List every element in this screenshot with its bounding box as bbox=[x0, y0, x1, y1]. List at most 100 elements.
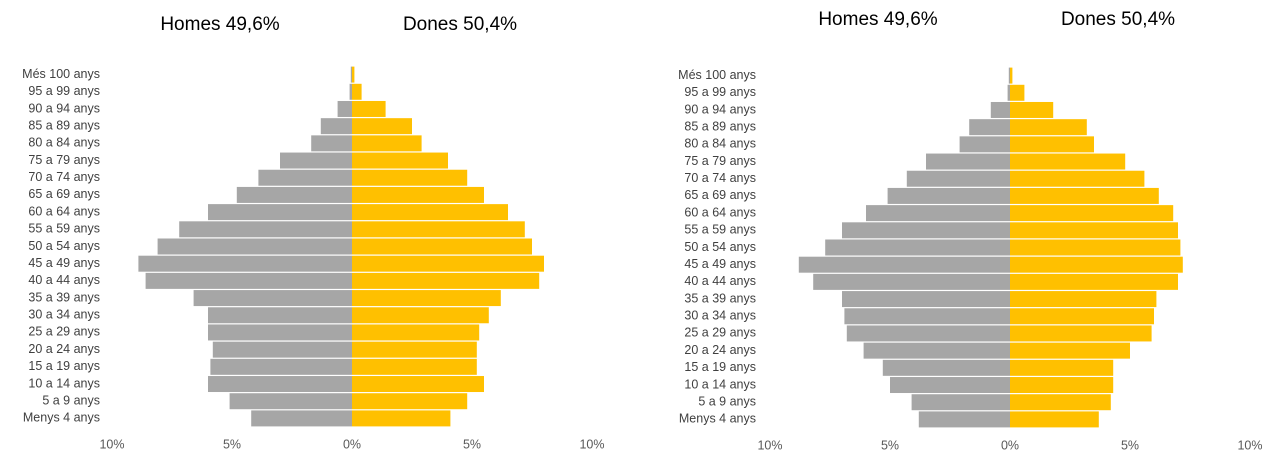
category-label: 60 a 64 anys bbox=[684, 205, 756, 219]
bar bbox=[1007, 84, 1010, 101]
category-label: 20 a 24 anys bbox=[684, 343, 756, 357]
bar bbox=[352, 307, 489, 324]
x-tick-label: 10% bbox=[757, 438, 782, 452]
category-label: 55 a 59 anys bbox=[28, 222, 100, 236]
bar bbox=[959, 136, 1010, 153]
bar bbox=[863, 342, 1010, 359]
series-header: Dones 50,4% bbox=[1061, 9, 1175, 30]
bar bbox=[1010, 205, 1174, 222]
bar bbox=[918, 411, 1010, 428]
category-label: 25 a 29 anys bbox=[28, 325, 100, 339]
bar bbox=[352, 118, 412, 135]
bar bbox=[280, 152, 352, 169]
bar bbox=[798, 256, 1010, 273]
bar bbox=[1010, 84, 1025, 101]
x-tick-label: 10% bbox=[1237, 438, 1262, 452]
bar bbox=[210, 358, 352, 375]
category-label: Menys 4 anys bbox=[679, 412, 756, 426]
bar bbox=[887, 187, 1010, 204]
bar bbox=[842, 291, 1010, 308]
bar bbox=[990, 101, 1010, 118]
bar bbox=[813, 273, 1010, 290]
series-header: Dones 50,4% bbox=[403, 14, 517, 35]
bar bbox=[193, 290, 352, 307]
category-label: 40 a 44 anys bbox=[28, 273, 100, 287]
x-tick-label: 10% bbox=[99, 437, 124, 451]
category-label: 45 a 49 anys bbox=[28, 256, 100, 270]
category-label: 70 a 74 anys bbox=[684, 171, 756, 185]
x-tick-label: 5% bbox=[223, 437, 241, 451]
category-label: 75 a 79 anys bbox=[684, 154, 756, 168]
bar bbox=[1010, 153, 1126, 170]
category-label: 10 a 14 anys bbox=[28, 376, 100, 390]
bar bbox=[337, 100, 352, 117]
bar bbox=[926, 153, 1010, 170]
bar bbox=[352, 204, 508, 221]
bar bbox=[208, 204, 352, 221]
series-header: Homes 49,6% bbox=[160, 14, 279, 35]
bar bbox=[352, 255, 544, 272]
bar bbox=[1010, 256, 1183, 273]
bar bbox=[1010, 273, 1178, 290]
x-tick-label: 5% bbox=[463, 437, 481, 451]
bar bbox=[1010, 308, 1154, 325]
bar bbox=[1010, 222, 1178, 239]
category-label: 5 a 9 anys bbox=[698, 395, 756, 409]
category-label: 30 a 34 anys bbox=[28, 308, 100, 322]
category-label: 35 a 39 anys bbox=[684, 291, 756, 305]
bar bbox=[1010, 239, 1181, 256]
bar bbox=[844, 308, 1010, 325]
category-label: 35 a 39 anys bbox=[28, 290, 100, 304]
category-label: 15 a 19 anys bbox=[28, 359, 100, 373]
category-label: 70 a 74 anys bbox=[28, 170, 100, 184]
bar bbox=[1008, 67, 1010, 84]
bar bbox=[911, 394, 1010, 411]
category-label: 60 a 64 anys bbox=[28, 204, 100, 218]
bar bbox=[890, 377, 1010, 394]
category-label: 30 a 34 anys bbox=[684, 309, 756, 323]
bar bbox=[352, 186, 484, 203]
bar bbox=[352, 66, 355, 83]
bar bbox=[179, 221, 352, 238]
bar bbox=[311, 135, 352, 152]
bar bbox=[229, 393, 352, 410]
bar bbox=[825, 239, 1010, 256]
category-label: 5 a 9 anys bbox=[42, 394, 100, 408]
bar bbox=[157, 238, 352, 255]
category-label: 90 a 94 anys bbox=[684, 102, 756, 116]
bar bbox=[208, 376, 352, 393]
bar bbox=[1010, 359, 1114, 376]
bar bbox=[352, 376, 484, 393]
bar bbox=[352, 272, 540, 289]
bar bbox=[882, 359, 1010, 376]
bar bbox=[906, 170, 1010, 187]
bar bbox=[352, 83, 362, 100]
bar bbox=[1010, 342, 1130, 359]
category-label: 75 a 79 anys bbox=[28, 153, 100, 167]
bar bbox=[1010, 101, 1054, 118]
category-label: Més 100 anys bbox=[678, 68, 756, 82]
bar bbox=[352, 135, 422, 152]
category-label: 80 a 84 anys bbox=[28, 136, 100, 150]
bar bbox=[866, 205, 1010, 222]
category-label: 90 a 94 anys bbox=[28, 101, 100, 115]
series-header: Homes 49,6% bbox=[818, 9, 937, 30]
category-label: 65 a 69 anys bbox=[684, 188, 756, 202]
category-label: Menys 4 anys bbox=[23, 411, 100, 425]
category-label: 45 a 49 anys bbox=[684, 257, 756, 271]
bar bbox=[352, 100, 386, 117]
bar bbox=[251, 410, 352, 427]
bar bbox=[349, 83, 352, 100]
bar bbox=[352, 152, 448, 169]
bar bbox=[352, 358, 477, 375]
category-label: Més 100 anys bbox=[22, 67, 100, 81]
bar bbox=[1010, 136, 1094, 153]
category-label: 50 a 54 anys bbox=[684, 240, 756, 254]
bar bbox=[846, 325, 1010, 342]
category-label: 50 a 54 anys bbox=[28, 239, 100, 253]
category-label: 40 a 44 anys bbox=[684, 274, 756, 288]
bar bbox=[1010, 119, 1087, 136]
bar bbox=[1010, 377, 1114, 394]
bar bbox=[1010, 325, 1152, 342]
